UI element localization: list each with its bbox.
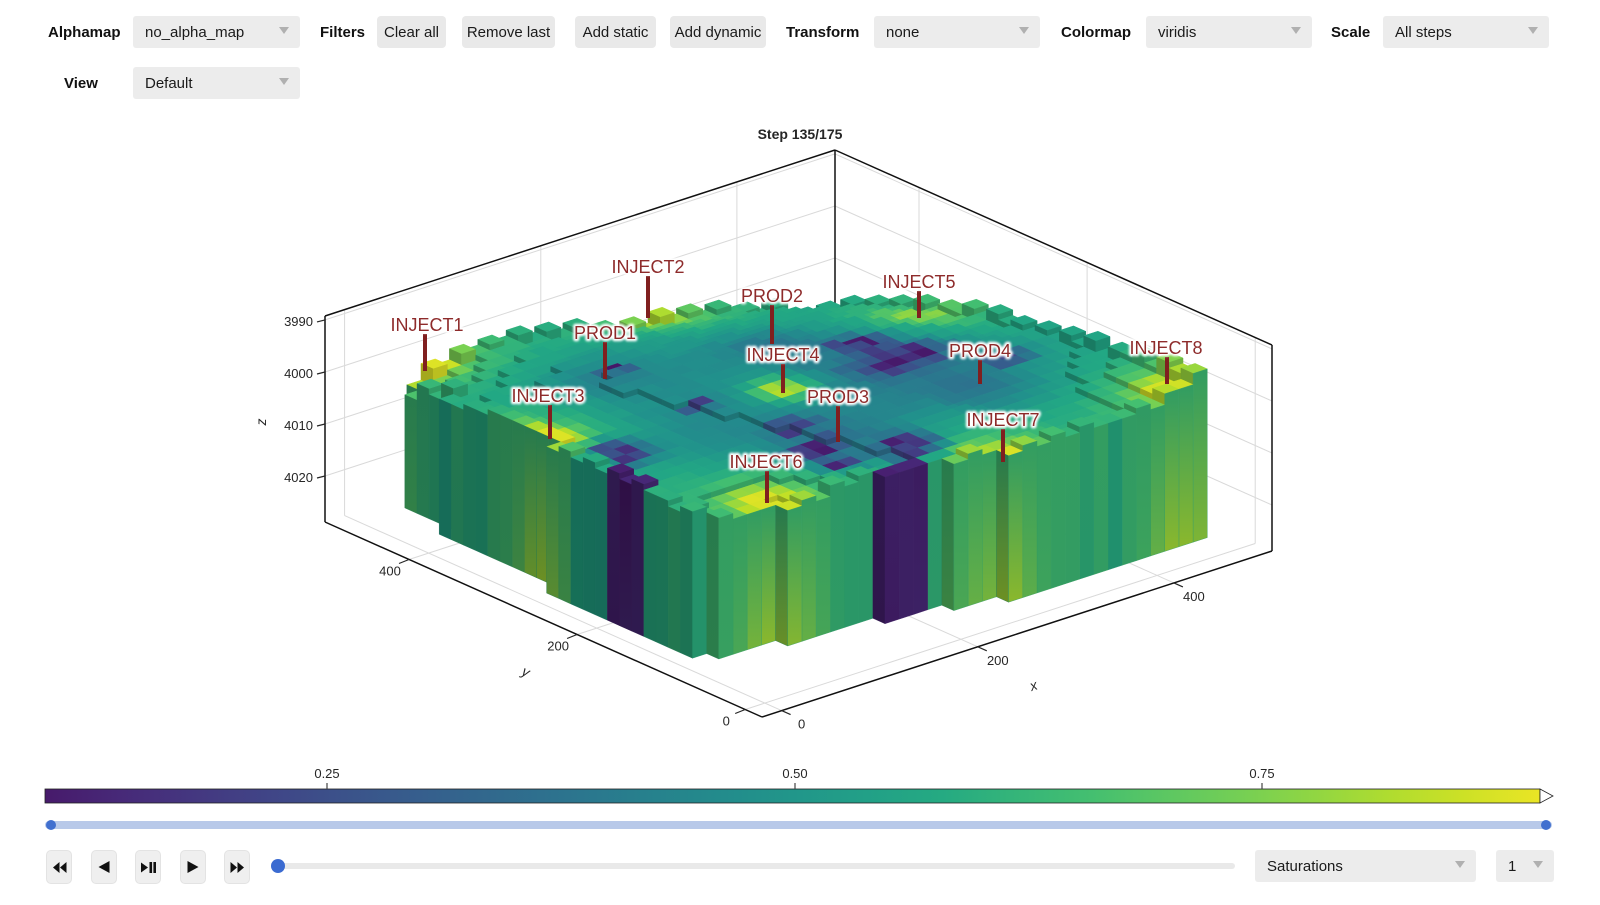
svg-text:4000: 4000 — [284, 366, 313, 381]
svg-text:INJECT2: INJECT2 — [611, 257, 684, 277]
svg-text:200: 200 — [547, 639, 569, 654]
svg-text:x: x — [1027, 676, 1041, 694]
svg-text:INJECT6: INJECT6 — [729, 452, 802, 472]
svg-text:INJECT1: INJECT1 — [390, 315, 463, 335]
svg-text:3990: 3990 — [284, 314, 313, 329]
svg-text:400: 400 — [379, 564, 401, 579]
svg-text:y: y — [519, 662, 534, 680]
svg-text:4010: 4010 — [284, 418, 313, 433]
svg-text:400: 400 — [1183, 589, 1205, 604]
svg-text:0.75: 0.75 — [1249, 766, 1274, 781]
svg-text:INJECT2: INJECT2 — [611, 257, 684, 277]
svg-text:200: 200 — [987, 653, 1009, 668]
svg-text:INJECT6: INJECT6 — [729, 452, 802, 472]
svg-text:INJECT3: INJECT3 — [511, 386, 584, 406]
svg-text:PROD2: PROD2 — [741, 286, 803, 306]
svg-text:INJECT4: INJECT4 — [746, 345, 819, 365]
svg-text:INJECT8: INJECT8 — [1129, 338, 1202, 358]
svg-text:PROD1: PROD1 — [574, 323, 636, 343]
svg-text:PROD2: PROD2 — [741, 286, 803, 306]
svg-text:4020: 4020 — [284, 470, 313, 485]
svg-text:INJECT3: INJECT3 — [511, 386, 584, 406]
svg-text:PROD3: PROD3 — [807, 387, 869, 407]
svg-text:INJECT8: INJECT8 — [1129, 338, 1202, 358]
svg-text:PROD3: PROD3 — [807, 387, 869, 407]
svg-text:INJECT7: INJECT7 — [966, 410, 1039, 430]
svg-text:PROD4: PROD4 — [949, 341, 1011, 361]
svg-text:PROD1: PROD1 — [574, 323, 636, 343]
svg-text:Step 135/175: Step 135/175 — [758, 126, 843, 142]
svg-text:PROD4: PROD4 — [949, 341, 1011, 361]
svg-text:INJECT1: INJECT1 — [390, 315, 463, 335]
svg-text:0.25: 0.25 — [314, 766, 339, 781]
svg-text:0: 0 — [798, 717, 805, 732]
svg-text:INJECT5: INJECT5 — [882, 272, 955, 292]
svg-text:INJECT5: INJECT5 — [882, 272, 955, 292]
svg-text:z: z — [253, 419, 269, 427]
svg-text:INJECT7: INJECT7 — [966, 410, 1039, 430]
svg-text:0: 0 — [723, 714, 730, 729]
svg-text:0.50: 0.50 — [782, 766, 807, 781]
svg-text:INJECT4: INJECT4 — [746, 345, 819, 365]
